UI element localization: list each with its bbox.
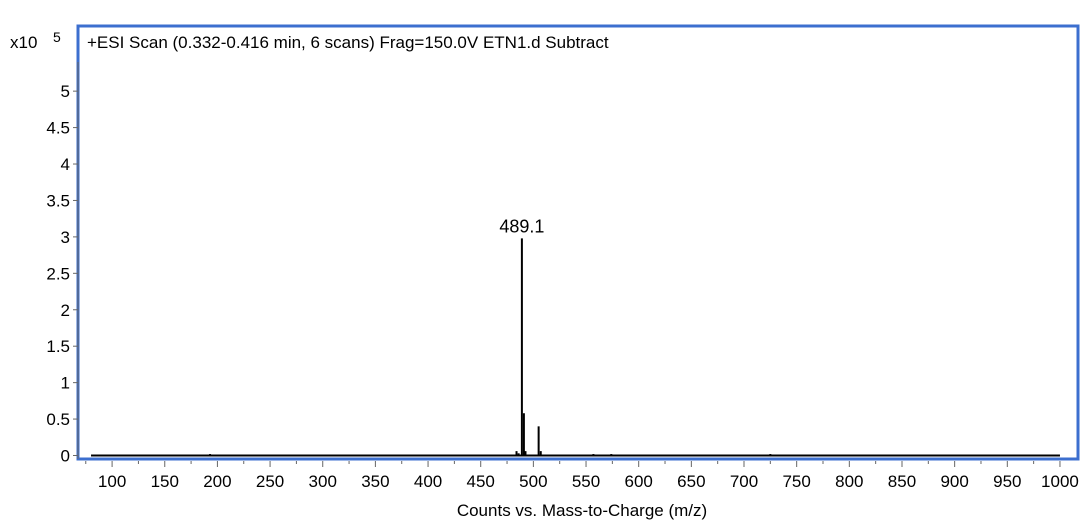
y-tick-label: 1.5 bbox=[46, 337, 70, 356]
y-tick-label: 0.5 bbox=[46, 410, 70, 429]
x-tick-label: 100 bbox=[98, 472, 126, 491]
y-multiplier-exponent: 5 bbox=[53, 29, 61, 45]
x-tick-label: 300 bbox=[309, 472, 337, 491]
x-tick-label: 250 bbox=[256, 472, 284, 491]
x-tick-label: 800 bbox=[835, 472, 863, 491]
x-ticks-group: 100 150 200 250 300 350 400 450 500 550 600 650 700 7… bbox=[85, 461, 1079, 491]
y-tick-label: 2 bbox=[61, 301, 70, 320]
x-tick-label: 450 bbox=[467, 472, 495, 491]
x-tick-label: 750 bbox=[782, 472, 810, 491]
peak-label: 489.1 bbox=[499, 216, 544, 236]
x-tick-label: 900 bbox=[940, 472, 968, 491]
x-tick-label: 350 bbox=[361, 472, 389, 491]
peaks-group bbox=[209, 238, 772, 456]
y-tick-label: 3 bbox=[61, 228, 70, 247]
x-tick-label: 550 bbox=[572, 472, 600, 491]
annotations-group: 489.1 bbox=[499, 216, 544, 236]
y-tick-label: 0 bbox=[61, 447, 70, 466]
plot-frame bbox=[76, 24, 1080, 461]
x-tick-label: 400 bbox=[414, 472, 442, 491]
x-tick-label: 1000 bbox=[1041, 472, 1079, 491]
y-ticks-group: 0 0.5 1 1.5 2 2.5 3 3.5 4 4.5 5 bbox=[46, 82, 78, 466]
x-tick-label: 650 bbox=[677, 472, 705, 491]
x-tick-label: 150 bbox=[151, 472, 179, 491]
x-tick-label: 700 bbox=[730, 472, 758, 491]
x-tick-label: 600 bbox=[625, 472, 653, 491]
y-tick-label: 4.5 bbox=[46, 119, 70, 138]
x-tick-label: 850 bbox=[888, 472, 916, 491]
x-axis-label: Counts vs. Mass-to-Charge (m/z) bbox=[457, 501, 707, 520]
x-tick-label: 950 bbox=[993, 472, 1021, 491]
y-tick-label: 4 bbox=[61, 155, 70, 174]
y-tick-label: 3.5 bbox=[46, 191, 70, 210]
y-tick-label: 5 bbox=[61, 82, 70, 101]
x-tick-label: 200 bbox=[203, 472, 231, 491]
y-tick-label: 2.5 bbox=[46, 264, 70, 283]
y-tick-label: 1 bbox=[61, 374, 70, 393]
x-tick-label: 500 bbox=[519, 472, 547, 491]
chart-title: +ESI Scan (0.332-0.416 min, 6 scans) Fra… bbox=[87, 33, 609, 52]
y-multiplier-base: x10 bbox=[10, 33, 37, 52]
